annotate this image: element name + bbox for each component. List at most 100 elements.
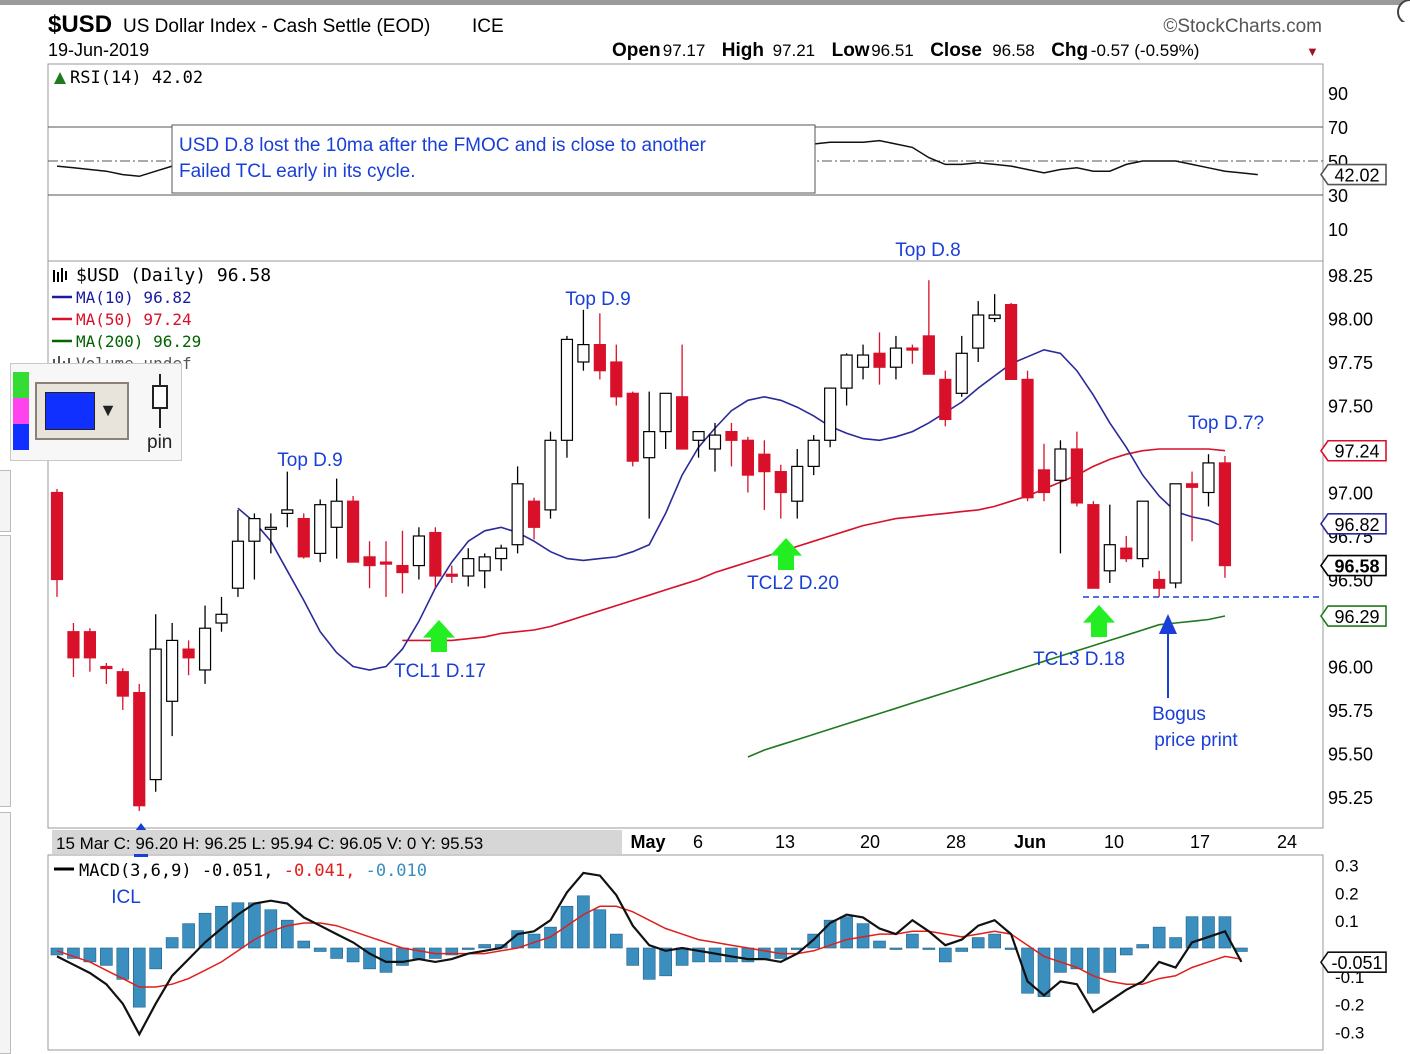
candle	[873, 332, 886, 385]
ma50-line	[402, 448, 1226, 642]
macd-histogram-bar	[971, 937, 985, 949]
ohlc-label: High	[722, 40, 764, 61]
macd-histogram-bar	[1021, 947, 1034, 994]
candle-body	[314, 504, 327, 554]
candle	[774, 464, 787, 519]
candle-body	[182, 648, 195, 659]
macd-histogram-bar	[906, 933, 919, 949]
rsi-legend-text: RSI(14) 42.02	[70, 68, 203, 88]
candle	[67, 623, 80, 677]
x-tick-label: 13	[775, 832, 795, 852]
candle-body	[330, 500, 343, 528]
candle	[396, 530, 409, 594]
left-toolbar-strip[interactable]	[0, 535, 11, 807]
candle-body	[725, 431, 738, 441]
pin-button[interactable]: pin	[145, 372, 179, 456]
candle	[511, 466, 524, 554]
macd-legend-signal: -0.041,	[273, 861, 355, 881]
candle	[83, 628, 97, 672]
candle-body	[675, 396, 689, 450]
x-tick-label: Jun	[1014, 832, 1046, 852]
macd-histogram-bar	[1037, 947, 1051, 998]
candle	[675, 344, 689, 450]
candle-body	[824, 387, 837, 441]
candle-body	[264, 526, 277, 530]
candle	[1004, 302, 1018, 380]
candle	[955, 335, 968, 397]
macd-legend-prefix: MACD(3,6,9) -0.051,	[79, 861, 273, 881]
macd-histogram-bar	[1087, 947, 1100, 994]
candle-body	[297, 517, 310, 558]
stockcharts-watermark: ©StockCharts.com	[1163, 16, 1322, 37]
chart-date: 19-Jun-2019	[48, 40, 149, 60]
candle	[330, 478, 343, 559]
macd-histogram-bar	[461, 947, 475, 950]
candle	[281, 471, 294, 528]
macd-y-tick: 0.3	[1335, 857, 1359, 876]
annotation-label: Top D.9	[565, 289, 630, 310]
candle-body	[1103, 544, 1116, 572]
price-y-tick: 98.00	[1328, 310, 1373, 330]
rsi-value-tag-text: 42.02	[1334, 166, 1379, 186]
candle-body	[412, 535, 425, 567]
blue-swatch[interactable]	[13, 424, 29, 450]
macd-histogram-bar	[938, 947, 952, 963]
macd-histogram-bar	[609, 933, 623, 949]
candle	[643, 391, 656, 519]
candle	[1087, 501, 1100, 589]
macd-histogram-bar	[363, 947, 376, 970]
candle-body	[100, 665, 113, 670]
left-toolbar-strip[interactable]	[0, 470, 11, 532]
ma10-line	[237, 348, 1226, 671]
candle	[166, 623, 179, 737]
candle	[478, 553, 491, 589]
rsi-label: RSI(14) 42.02	[54, 68, 203, 88]
macd-histogram-bar	[231, 902, 245, 949]
price-y-tick: 96.00	[1328, 658, 1373, 678]
candle-body	[1120, 547, 1133, 560]
annotation-label: Top D.7?	[1188, 413, 1264, 434]
macd-histogram-bar	[379, 947, 393, 973]
ohlc-row: Open 97.17 High 97.21 Low 96.51 Close 96.58 Chg -…	[612, 40, 1319, 61]
macd-panel-frame	[47, 854, 1324, 1051]
price-panel-frame	[47, 260, 1324, 829]
macd-histogram-bar	[1119, 947, 1133, 956]
candle	[116, 668, 129, 710]
ma200-value-tag: 96.29	[1320, 605, 1387, 627]
candle-body	[347, 500, 360, 563]
color-picker-dropdown[interactable]: ▼	[35, 382, 129, 440]
macd-histogram-bar	[1152, 926, 1166, 949]
ma10-value-tag-box	[1320, 513, 1387, 535]
macd-y-tick: -0.2	[1335, 996, 1364, 1015]
price-y-tick: 95.25	[1328, 788, 1373, 808]
left-toolbar-strip[interactable]	[0, 812, 11, 1054]
candle-body	[379, 561, 393, 565]
candle-body	[396, 564, 409, 574]
icl-label: ICL	[111, 887, 141, 908]
macd-legend-text: MACD(3,6,9) -0.051, -0.041, -0.010	[79, 861, 427, 881]
green-swatch[interactable]	[13, 372, 29, 398]
hover-info-text: 15 Mar C: 96.20 H: 96.25 L: 95.94 C: 96.…	[56, 834, 483, 853]
macd-histogram-bar	[626, 947, 640, 966]
candle-body	[1054, 448, 1067, 481]
macd-histogram-bar	[1070, 947, 1084, 970]
x-tick-label: 28	[946, 832, 966, 852]
ohlc-value: 97.21	[773, 41, 816, 60]
color-swatch-strip[interactable]	[13, 372, 29, 452]
macd-histogram-bar	[264, 909, 278, 949]
x-tick-label: 20	[860, 832, 880, 852]
candle-body	[560, 338, 574, 441]
pin-label: pin	[147, 432, 173, 453]
selected-color	[45, 392, 95, 430]
candle	[1070, 431, 1084, 507]
ma50-value-tag-box	[1320, 439, 1387, 462]
close-icon[interactable]	[1388, 0, 1410, 22]
candle	[1153, 570, 1166, 597]
candle	[412, 527, 425, 580]
macd-histogram-bar	[889, 947, 903, 950]
candle	[791, 449, 804, 519]
macd-histogram-bar	[313, 947, 327, 952]
macd-y-tick: 0.1	[1335, 912, 1359, 931]
magenta-swatch[interactable]	[13, 398, 29, 424]
